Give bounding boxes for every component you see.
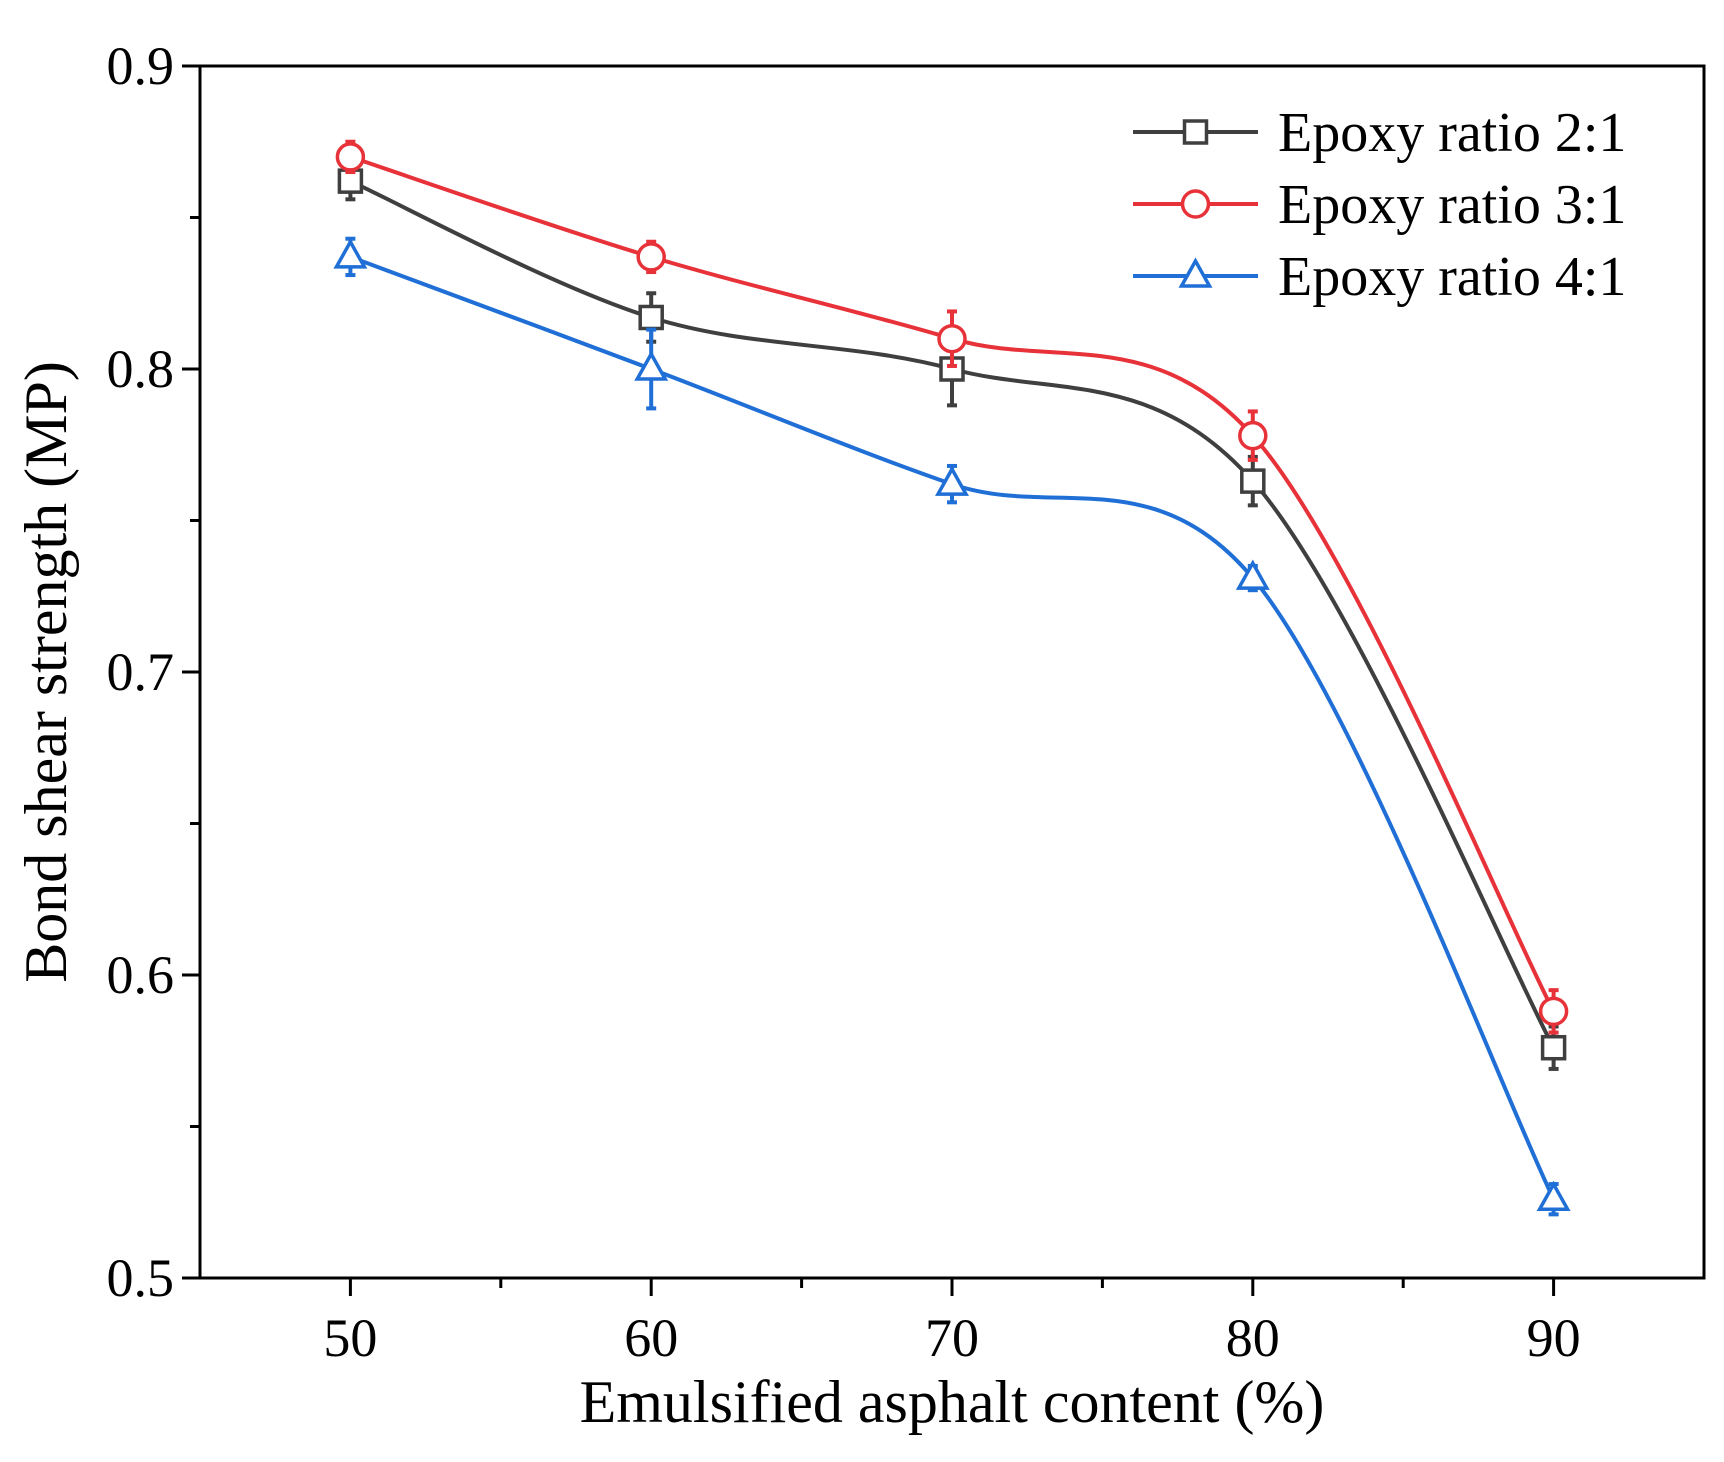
legend-item: Epoxy ratio 4:1 <box>1133 246 1626 308</box>
data-point-circle <box>636 242 666 272</box>
y-tick-label: 0.5 <box>107 1248 175 1308</box>
legend-label: Epoxy ratio 3:1 <box>1278 174 1626 236</box>
series-epoxy-ratio-3-1 <box>335 139 1569 1035</box>
data-point-circle <box>937 323 967 354</box>
y-tick-label: 0.7 <box>107 642 175 702</box>
data-point-circle <box>1538 996 1569 1027</box>
legend-marker-circle <box>1180 189 1211 219</box>
x-tick-label: 70 <box>925 1308 979 1368</box>
axis-ticks <box>182 64 1556 1296</box>
x-tick-label: 80 <box>1226 1308 1280 1368</box>
legend-marker-triangle <box>1178 257 1213 288</box>
series-line <box>349 255 1556 1201</box>
legend-item: Epoxy ratio 2:1 <box>1133 102 1626 164</box>
data-point-circle <box>335 142 366 172</box>
y-tick-labels: 0.5 0.6 0.7 0.8 0.9 <box>107 36 175 1308</box>
series-layer <box>333 139 1571 1217</box>
x-axis-title: Emulsified asphalt content (%) <box>580 1369 1325 1435</box>
data-point-triangle <box>634 350 669 381</box>
legend-label: Epoxy ratio 4:1 <box>1278 246 1626 308</box>
data-point-triangle <box>333 238 368 269</box>
y-axis-title: Bond shear strength (MP) <box>13 361 79 983</box>
legend-marker-square <box>1182 119 1209 145</box>
x-tick-label: 50 <box>323 1308 377 1368</box>
x-tick-label: 90 <box>1527 1308 1581 1368</box>
y-tick-label: 0.9 <box>107 36 175 96</box>
series-line <box>349 179 1556 1049</box>
data-point-triangle <box>1235 559 1270 590</box>
data-point-triangle <box>1536 1180 1571 1211</box>
data-point-square <box>1240 468 1266 494</box>
series-line <box>349 155 1556 1013</box>
legend-item: Epoxy ratio 3:1 <box>1133 174 1626 236</box>
legend-label: Epoxy ratio 2:1 <box>1278 102 1626 164</box>
data-point-square <box>638 304 664 331</box>
legend: Epoxy ratio 2:1 Epoxy ratio 3:1 Epoxy rati… <box>1133 102 1626 308</box>
x-tick-labels: 50 60 70 80 90 <box>323 1308 1580 1368</box>
data-point-square <box>1540 1034 1567 1061</box>
y-tick-label: 0.6 <box>107 945 175 1005</box>
y-tick-label: 0.8 <box>107 339 175 399</box>
x-tick-label: 60 <box>624 1308 678 1368</box>
series-epoxy-ratio-4-1 <box>333 236 1571 1217</box>
data-point-circle <box>1238 420 1268 451</box>
data-point-triangle <box>935 465 969 496</box>
